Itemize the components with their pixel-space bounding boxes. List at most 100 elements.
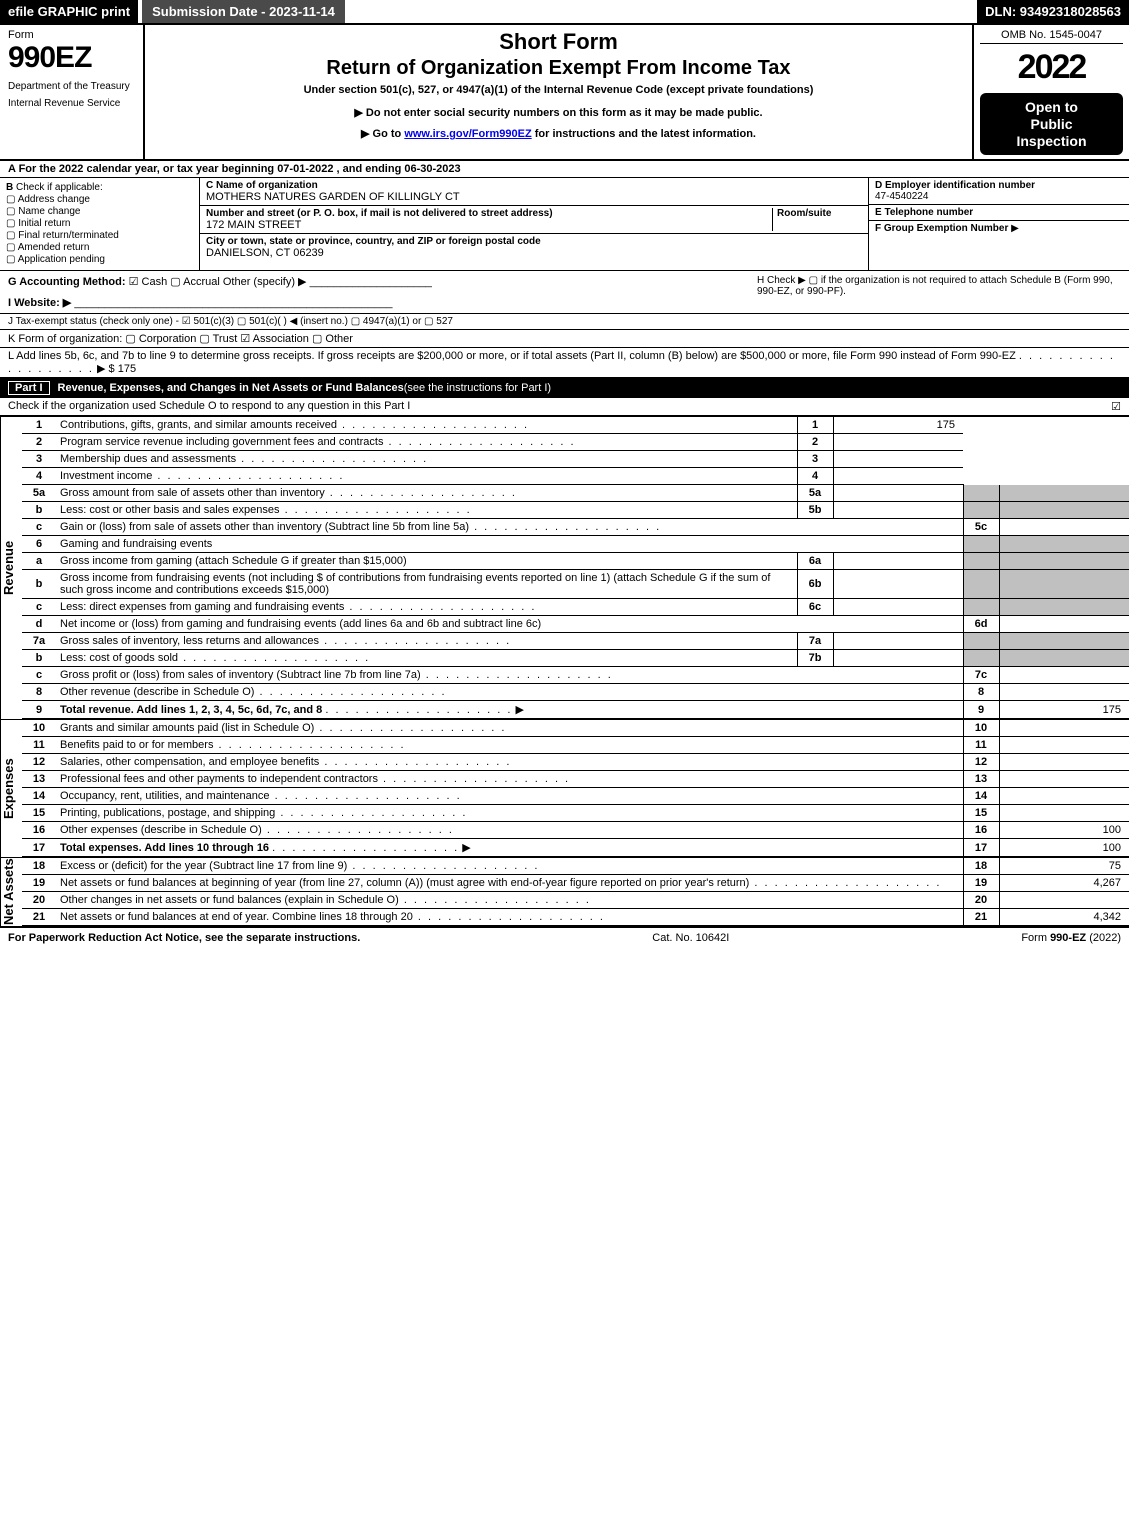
check-initial-return[interactable]: ▢ Initial return — [6, 218, 193, 229]
part1-check-text: Check if the organization used Schedule … — [8, 400, 410, 413]
l8-rnum: 8 — [963, 684, 999, 701]
l6a-subval — [833, 553, 963, 570]
l-arrow: ▶ $ — [97, 363, 115, 375]
check-address-change[interactable]: ▢ Address change — [6, 194, 193, 205]
l13-rnum: 13 — [963, 771, 999, 788]
l21-val: 4,342 — [999, 909, 1129, 926]
l19-val: 4,267 — [999, 875, 1129, 892]
l5a-num: 5a — [22, 485, 56, 502]
form-header: Form 990EZ Department of the Treasury In… — [0, 25, 1129, 161]
l6-grey2 — [999, 536, 1129, 553]
l7b-num: b — [22, 650, 56, 667]
group-exemption-arrow: ▶ — [1011, 223, 1019, 234]
revenue-section: Revenue 1Contributions, gifts, grants, a… — [0, 416, 1129, 719]
l5a-grey1 — [963, 485, 999, 502]
line-6b: bGross income from fundraising events (n… — [22, 570, 1129, 599]
check-name-change[interactable]: ▢ Name change — [6, 206, 193, 217]
l5a-desc: Gross amount from sale of assets other t… — [56, 485, 797, 502]
form-number: 990EZ — [8, 41, 135, 75]
section-c-org-info: C Name of organization MOTHERS NATURES G… — [200, 178, 869, 270]
header-center: Short Form Return of Organization Exempt… — [145, 25, 974, 159]
top-bar: efile GRAPHIC print Submission Date - 20… — [0, 0, 1129, 25]
expenses-section: Expenses 10Grants and similar amounts pa… — [0, 719, 1129, 857]
l6a-desc: Gross income from gaming (attach Schedul… — [56, 553, 797, 570]
footer-form-num: 990-EZ — [1050, 932, 1086, 944]
l9-arrow-icon: ▶ — [515, 704, 523, 716]
check-address-change-label: Address change — [18, 194, 90, 205]
irs-link[interactable]: www.irs.gov/Form990EZ — [404, 128, 531, 140]
l16-desc: Other expenses (describe in Schedule O) — [56, 822, 963, 839]
line-11: 11Benefits paid to or for members11 — [22, 737, 1129, 754]
l5b-grey2 — [999, 502, 1129, 519]
l1-desc: Contributions, gifts, grants, and simila… — [56, 417, 797, 434]
city-label: City or town, state or province, country… — [206, 236, 862, 247]
line-21: 21Net assets or fund balances at end of … — [22, 909, 1129, 926]
b-letter: B — [6, 182, 13, 193]
ein-row: D Employer identification number 47-4540… — [869, 178, 1129, 205]
l4-val — [833, 468, 963, 485]
g-other[interactable]: Other (specify) ▶ — [223, 276, 307, 288]
line-5b: bLess: cost or other basis and sales exp… — [22, 502, 1129, 519]
section-b-checkboxes: B Check if applicable: ▢ Address change … — [0, 178, 200, 270]
g-label: G Accounting Method: — [8, 276, 126, 288]
l7b-grey2 — [999, 650, 1129, 667]
l21-rnum: 21 — [963, 909, 999, 926]
l6-num: 6 — [22, 536, 56, 553]
l5c-val — [999, 519, 1129, 536]
l14-val — [999, 788, 1129, 805]
l5c-desc: Gain or (loss) from sale of assets other… — [56, 519, 963, 536]
l12-desc: Salaries, other compensation, and employ… — [56, 754, 963, 771]
l17-rnum: 17 — [963, 839, 999, 857]
check-application-pending[interactable]: ▢ Application pending — [6, 254, 193, 265]
l6b-desc: Gross income from fundraising events (no… — [56, 570, 797, 599]
net-assets-section: Net Assets 18Excess or (deficit) for the… — [0, 857, 1129, 926]
l11-num: 11 — [22, 737, 56, 754]
telephone-row: E Telephone number — [869, 205, 1129, 221]
l2-val — [833, 434, 963, 451]
efile-print-button[interactable]: efile GRAPHIC print — [0, 0, 138, 23]
g-cash[interactable]: ☑ Cash — [129, 276, 168, 288]
l6-desc: Gaming and fundraising events — [56, 536, 963, 553]
l6a-grey1 — [963, 553, 999, 570]
footer-form-pre: Form — [1021, 932, 1050, 944]
line-15: 15Printing, publications, postage, and s… — [22, 805, 1129, 822]
line-1: 1Contributions, gifts, grants, and simil… — [22, 417, 1129, 434]
submission-date-button[interactable]: Submission Date - 2023-11-14 — [142, 0, 345, 23]
check-amended-return-label: Amended return — [18, 242, 90, 253]
line-8: 8Other revenue (describe in Schedule O)8 — [22, 684, 1129, 701]
l5c-num: c — [22, 519, 56, 536]
l3-rnum: 3 — [797, 451, 833, 468]
l15-rnum: 15 — [963, 805, 999, 822]
l20-val — [999, 892, 1129, 909]
l10-desc: Grants and similar amounts paid (list in… — [56, 720, 963, 737]
l6a-num: a — [22, 553, 56, 570]
g-accrual[interactable]: ▢ Accrual — [170, 276, 220, 288]
l4-desc: Investment income — [56, 468, 797, 485]
l6a-grey2 — [999, 553, 1129, 570]
l7c-rnum: 7c — [963, 667, 999, 684]
l6c-desc: Less: direct expenses from gaming and fu… — [56, 599, 797, 616]
line-2: 2Program service revenue including gover… — [22, 434, 1129, 451]
l18-desc: Excess or (deficit) for the year (Subtra… — [56, 858, 963, 875]
l4-rnum: 4 — [797, 468, 833, 485]
l6a-sub: 6a — [797, 553, 833, 570]
l7a-subval — [833, 633, 963, 650]
l6c-subval — [833, 599, 963, 616]
l16-rnum: 16 — [963, 822, 999, 839]
l16-num: 16 — [22, 822, 56, 839]
line-14: 14Occupancy, rent, utilities, and mainte… — [22, 788, 1129, 805]
line-5c: cGain or (loss) from sale of assets othe… — [22, 519, 1129, 536]
l18-val: 75 — [999, 858, 1129, 875]
l6d-val — [999, 616, 1129, 633]
l17-num: 17 — [22, 839, 56, 857]
check-final-return[interactable]: ▢ Final return/terminated — [6, 230, 193, 241]
open-line1: Open to — [984, 99, 1119, 116]
line-3: 3Membership dues and assessments3 — [22, 451, 1129, 468]
part1-check-icon[interactable]: ☑ — [1111, 400, 1121, 413]
l19-num: 19 — [22, 875, 56, 892]
check-amended-return[interactable]: ▢ Amended return — [6, 242, 193, 253]
l20-num: 20 — [22, 892, 56, 909]
ein-value: 47-4540224 — [875, 191, 1123, 202]
main-title: Return of Organization Exempt From Incom… — [153, 57, 964, 80]
part1-number: Part I — [8, 381, 50, 395]
